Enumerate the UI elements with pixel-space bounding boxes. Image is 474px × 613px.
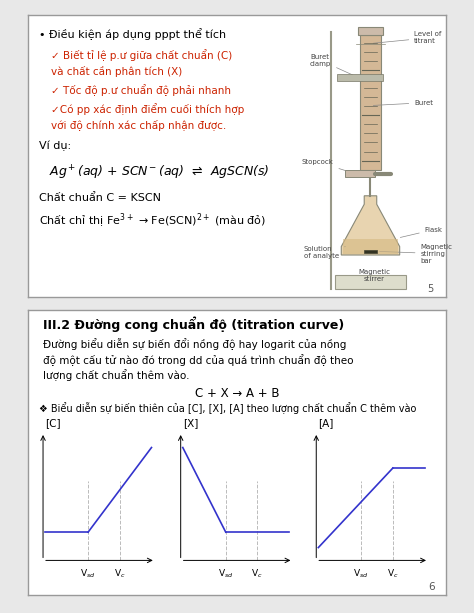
Bar <box>364 250 377 253</box>
Text: [A]: [A] <box>319 418 334 428</box>
Text: V$_c$: V$_c$ <box>251 568 263 580</box>
Text: [X]: [X] <box>183 418 198 428</box>
Text: [C]: [C] <box>45 418 61 428</box>
Bar <box>337 74 383 81</box>
Bar <box>346 170 374 177</box>
Text: lượng chất chuẩn thêm vào.: lượng chất chuẩn thêm vào. <box>43 370 190 381</box>
Text: • Điều kiện áp dụng pppt thể tích: • Điều kiện áp dụng pppt thể tích <box>39 28 226 40</box>
Text: 6: 6 <box>428 582 435 592</box>
Polygon shape <box>341 196 400 255</box>
Text: III.2 Đường cong chuẩn độ (titration curve): III.2 Đường cong chuẩn độ (titration cur… <box>43 317 344 332</box>
Text: Ví dụ:: Ví dụ: <box>39 141 71 151</box>
Text: C + X → A + B: C + X → A + B <box>195 387 279 400</box>
Text: Ag$^+$($aq$) + SCN$^-$($aq$)  ⇌  AgSCN(s): Ag$^+$($aq$) + SCN$^-$($aq$) ⇌ AgSCN(s) <box>49 163 270 181</box>
Text: và chất cần phân tích (X): và chất cần phân tích (X) <box>51 66 182 77</box>
Text: độ một cấu tử nào đó trong dd của quá trình chuẩn độ theo: độ một cấu tử nào đó trong dd của quá tr… <box>43 354 354 365</box>
Text: V$_{sd}$: V$_{sd}$ <box>354 568 369 580</box>
Text: Buret
clamp: Buret clamp <box>310 54 356 76</box>
Text: Buret: Buret <box>373 100 433 105</box>
Text: V$_{sd}$: V$_{sd}$ <box>80 568 96 580</box>
Text: Đường biểu diễn sự biến đổi nồng độ hay logarit của nồng: Đường biểu diễn sự biến đổi nồng độ hay … <box>43 338 346 350</box>
Polygon shape <box>343 240 398 254</box>
Text: 5: 5 <box>427 284 433 294</box>
Text: ✓ Biết tỉ lệ p.ư giữa chất chuẩn (C): ✓ Biết tỉ lệ p.ư giữa chất chuẩn (C) <box>51 49 233 61</box>
Text: V$_{sd}$: V$_{sd}$ <box>218 568 234 580</box>
Bar <box>335 275 406 289</box>
Text: Magnetic
stirrer: Magnetic stirrer <box>359 268 391 282</box>
Text: Chất chỉ thị Fe$^{3+}$ → Fe(SCN)$^{2+}$ (màu đỏ): Chất chỉ thị Fe$^{3+}$ → Fe(SCN)$^{2+}$ … <box>39 211 266 230</box>
Text: ✓ Tốc độ p.ư chuẩn độ phải nhanh: ✓ Tốc độ p.ư chuẩn độ phải nhanh <box>51 85 231 96</box>
Text: V$_c$: V$_c$ <box>387 568 399 580</box>
Text: ❖ Biểu diễn sự biến thiên của [C], [X], [A] theo lượng chất chuẩn C thêm vào: ❖ Biểu diễn sự biến thiên của [C], [X], … <box>39 402 416 414</box>
Text: Level of
titrant: Level of titrant <box>373 31 442 44</box>
Text: ✓Có pp xác định điểm cuối thích hợp: ✓Có pp xác định điểm cuối thích hợp <box>51 103 245 115</box>
Text: Chất chuẩn C = KSCN: Chất chuẩn C = KSCN <box>39 193 161 203</box>
Text: Solution
of analyte: Solution of analyte <box>304 246 346 259</box>
Bar <box>360 35 381 170</box>
Bar <box>358 26 383 35</box>
Text: Stopcock: Stopcock <box>301 159 353 173</box>
Text: Flask: Flask <box>401 227 443 237</box>
Text: V$_c$: V$_c$ <box>114 568 126 580</box>
Text: Magnetic
stirring
bar: Magnetic stirring bar <box>380 243 453 264</box>
Text: với độ chính xác chấp nhận được.: với độ chính xác chấp nhận được. <box>51 120 227 131</box>
